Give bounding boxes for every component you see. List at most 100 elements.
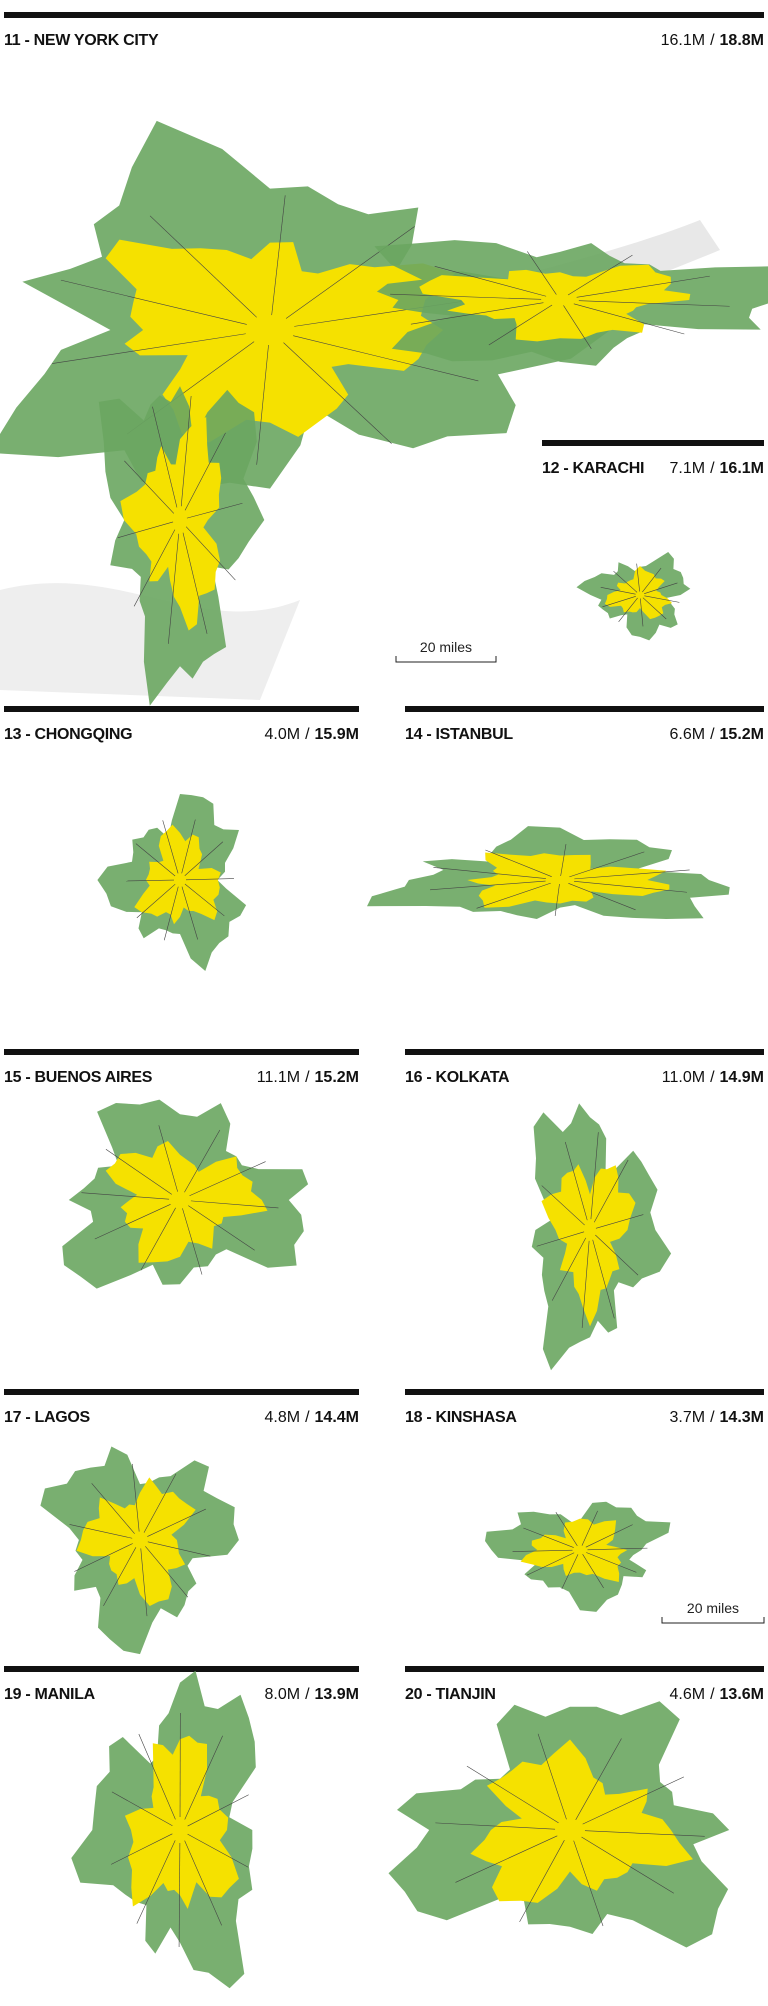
road bbox=[180, 395, 192, 507]
population-metro: 15.2M bbox=[720, 726, 764, 743]
population: 11.0M / 14.9M bbox=[662, 1069, 764, 1086]
panel-rule bbox=[405, 1389, 764, 1395]
road bbox=[147, 1541, 211, 1557]
urban-core bbox=[419, 264, 691, 342]
separator: / bbox=[305, 1069, 310, 1086]
road bbox=[81, 1192, 170, 1200]
road bbox=[410, 302, 544, 325]
road bbox=[256, 344, 269, 465]
population: 4.6M/ 13.6M bbox=[670, 1686, 765, 1703]
road bbox=[74, 1543, 133, 1572]
road bbox=[105, 1149, 172, 1195]
panel-rule bbox=[4, 12, 764, 18]
road bbox=[574, 869, 690, 880]
road bbox=[642, 567, 662, 593]
road bbox=[642, 597, 667, 620]
road bbox=[52, 333, 246, 364]
road bbox=[573, 303, 685, 335]
population: 11.1M / 15.2M bbox=[257, 1069, 359, 1086]
road bbox=[476, 882, 551, 909]
population: 6.6M/ 15.2M bbox=[670, 726, 765, 743]
road bbox=[60, 279, 247, 325]
road bbox=[184, 1840, 222, 1926]
population: 7.1M/ 16.1M bbox=[670, 460, 765, 477]
road bbox=[390, 293, 542, 300]
road bbox=[117, 521, 174, 539]
urban-core bbox=[467, 852, 670, 908]
road bbox=[94, 1204, 171, 1240]
urban-core bbox=[120, 417, 222, 631]
road bbox=[143, 1473, 177, 1533]
road bbox=[488, 304, 553, 346]
panel-rule bbox=[4, 706, 359, 712]
road bbox=[136, 883, 176, 919]
road bbox=[124, 460, 175, 514]
separator: / bbox=[710, 1069, 715, 1086]
city-title: 20 - TIANJIN bbox=[405, 1686, 496, 1703]
road bbox=[132, 1463, 140, 1532]
road bbox=[145, 1546, 189, 1598]
urban-core bbox=[134, 824, 221, 925]
road bbox=[602, 596, 636, 608]
road bbox=[186, 502, 243, 519]
road bbox=[433, 867, 546, 879]
population-metro: 14.9M bbox=[720, 1069, 764, 1086]
scale-label: 20 miles bbox=[687, 1600, 739, 1616]
city-title: 18 - KINSHASA bbox=[405, 1409, 517, 1426]
population-city: 4.8M bbox=[265, 1409, 301, 1426]
road bbox=[523, 1527, 574, 1548]
population: 3.7M/ 14.3M bbox=[670, 1409, 765, 1426]
city-title: 11 - NEW YORK CITY bbox=[4, 32, 159, 49]
road bbox=[135, 843, 176, 877]
city-title: 16 - KOLKATA bbox=[405, 1069, 510, 1086]
road bbox=[644, 582, 678, 594]
road bbox=[136, 1840, 176, 1924]
panel-rule bbox=[405, 706, 764, 712]
separator: / bbox=[710, 1686, 715, 1703]
population-city: 6.6M bbox=[670, 726, 706, 743]
road bbox=[613, 570, 638, 593]
road bbox=[184, 841, 224, 876]
road bbox=[455, 1835, 558, 1883]
road bbox=[184, 1735, 223, 1820]
scale-bar bbox=[661, 1617, 765, 1624]
road bbox=[182, 532, 208, 634]
road bbox=[536, 1231, 585, 1247]
road bbox=[573, 1840, 604, 1927]
road bbox=[519, 1840, 565, 1922]
road bbox=[430, 880, 546, 891]
road bbox=[285, 226, 415, 319]
population-city: 4.6M bbox=[670, 1686, 706, 1703]
city-title: 14 - ISTANBUL bbox=[405, 726, 513, 743]
urban-core bbox=[124, 1735, 239, 1909]
road bbox=[189, 1161, 266, 1197]
road bbox=[569, 851, 645, 878]
road bbox=[541, 1185, 585, 1226]
population-city: 3.7M bbox=[670, 1409, 706, 1426]
separator: / bbox=[710, 726, 715, 743]
road bbox=[103, 1547, 137, 1607]
road bbox=[182, 1208, 203, 1275]
road bbox=[586, 1552, 637, 1573]
city-title: 13 - CHONGQING bbox=[4, 726, 132, 743]
road bbox=[111, 1791, 173, 1827]
road bbox=[188, 1205, 255, 1251]
road bbox=[640, 598, 644, 627]
population-metro: 14.3M bbox=[720, 1409, 764, 1426]
panel-rule bbox=[405, 1666, 764, 1672]
road bbox=[590, 1132, 599, 1220]
road bbox=[554, 883, 560, 917]
population-metro: 16.1M bbox=[720, 460, 764, 477]
road bbox=[140, 1207, 176, 1271]
road bbox=[181, 886, 198, 940]
road bbox=[283, 342, 392, 444]
road bbox=[111, 1833, 173, 1865]
panel-rule bbox=[4, 1389, 359, 1395]
road bbox=[271, 195, 286, 316]
road bbox=[574, 881, 687, 893]
separator: / bbox=[305, 1686, 310, 1703]
road bbox=[560, 843, 567, 877]
separator: / bbox=[710, 460, 715, 477]
road bbox=[190, 1200, 279, 1209]
